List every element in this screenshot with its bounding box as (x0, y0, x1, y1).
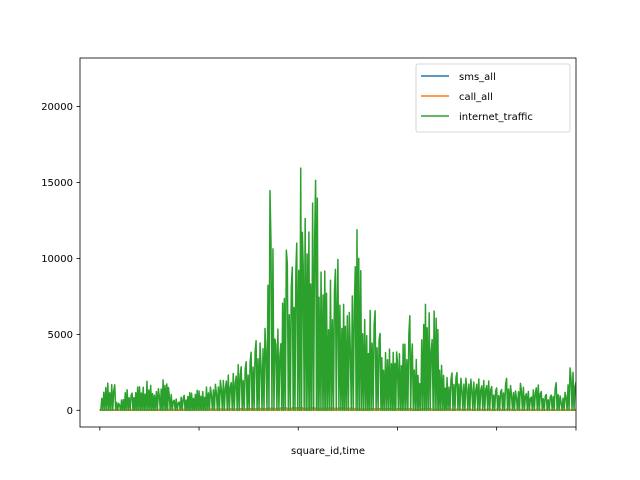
y-tick-label: 5000 (48, 330, 73, 341)
y-axis: 0 5000 10000 15000 20000 (41, 102, 80, 417)
plot-frame (79, 57, 577, 428)
legend: sms_all call_all internet_traffic (415, 63, 571, 133)
legend-label-call-all: call_all (459, 92, 493, 103)
series-line-internet-traffic (99, 167, 576, 412)
legend-label-internet-traffic: internet_traffic (459, 112, 533, 123)
y-tick-label: 10000 (41, 254, 73, 265)
y-tick-label: 20000 (41, 102, 73, 113)
y-tick-label: 0 (67, 406, 73, 417)
series-layer (99, 167, 576, 412)
y-tick-label: 15000 (41, 178, 73, 189)
x-axis (99, 427, 577, 431)
legend-box (415, 63, 571, 133)
legend-label-sms-all: sms_all (459, 72, 496, 83)
x-axis-label: square_id,time (291, 446, 365, 457)
